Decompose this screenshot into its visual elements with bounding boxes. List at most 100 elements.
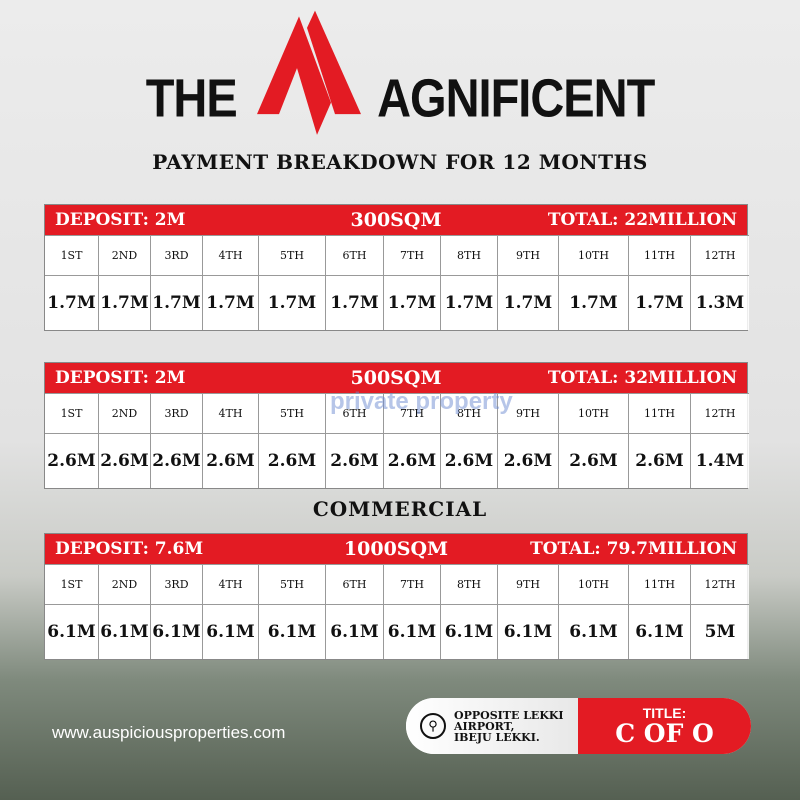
month-cell: 6TH <box>326 564 384 604</box>
amount-cell: 2.6M <box>441 433 498 488</box>
amount-cell: 5M <box>691 604 749 659</box>
amount-cell: 6.1M <box>151 604 203 659</box>
table-header: DEPOSIT: 2M 300SQM TOTAL: 22MILLION <box>45 205 747 235</box>
title-value: C OF O <box>615 719 714 748</box>
deposit: DEPOSIT: 2M <box>55 368 186 388</box>
month-cell: 3RD <box>151 393 203 433</box>
amount-cell: 1.4M <box>691 433 749 488</box>
amount-cell: 2.6M <box>151 433 203 488</box>
amount-cell: 1.7M <box>203 275 259 330</box>
month-cell: 9TH <box>498 393 559 433</box>
table-header: DEPOSIT: 7.6M 1000SQM TOTAL: 79.7MILLION <box>45 534 747 564</box>
month-cell: 4TH <box>203 564 259 604</box>
month-cell: 8TH <box>441 564 498 604</box>
month-cell: 9TH <box>498 235 559 275</box>
amount-cell: 1.7M <box>326 275 384 330</box>
info-badge: ⚲ OPPOSITE LEKKI AIRPORT, IBEJU LEKKI. T… <box>406 698 751 754</box>
month-cell: 8TH <box>441 235 498 275</box>
amount-cell: 1.7M <box>259 275 326 330</box>
month-cell: 1ST <box>45 235 99 275</box>
total-price: TOTAL: 32MILLION <box>547 368 737 388</box>
table-header: DEPOSIT: 2M 500SQM TOTAL: 32MILLION <box>45 363 747 393</box>
amount-cell: 2.6M <box>99 433 151 488</box>
total-price: TOTAL: 22MILLION <box>547 210 737 230</box>
payment-table: DEPOSIT: 2M 500SQM TOTAL: 32MILLION 1ST 2ND 3… <box>44 362 749 489</box>
month-cell: 1ST <box>45 393 99 433</box>
month-cell: 10TH <box>559 393 629 433</box>
amount-cell: 6.1M <box>384 604 441 659</box>
amounts-row: 6.1M 6.1M 6.1M 6.1M 6.1M 6.1M 6.1M 6.1M 6.1M 6.1M… <box>45 604 749 659</box>
payment-table: DEPOSIT: 2M 300SQM TOTAL: 22MILLION 1ST 2ND 3… <box>44 204 749 331</box>
month-cell: 4TH <box>203 235 259 275</box>
months-row: 1ST 2ND 3RD 4TH 5TH 6TH 7TH 8TH 9TH 10TH 11TH 12TH <box>45 235 749 275</box>
location-line: IBEJU LEKKI. <box>454 730 540 744</box>
total-price: TOTAL: 79.7MILLION <box>530 539 737 559</box>
location-text: OPPOSITE LEKKI AIRPORT, IBEJU LEKKI. <box>454 710 564 743</box>
amount-cell: 2.6M <box>629 433 691 488</box>
amount-cell: 6.1M <box>629 604 691 659</box>
month-cell: 5TH <box>259 564 326 604</box>
month-cell: 3RD <box>151 564 203 604</box>
month-cell: 11TH <box>629 564 691 604</box>
amount-cell: 2.6M <box>559 433 629 488</box>
month-cell: 12TH <box>691 564 749 604</box>
amount-cell: 6.1M <box>99 604 151 659</box>
title-label: TITLE: <box>642 705 687 721</box>
month-cell: 7TH <box>384 393 441 433</box>
month-cell: 12TH <box>691 393 749 433</box>
logo-text-agnificent: AGNIFICENT <box>377 67 655 128</box>
amount-cell: 1.7M <box>559 275 629 330</box>
commercial-heading: COMMERCIAL <box>312 497 488 521</box>
month-cell: 4TH <box>203 393 259 433</box>
month-cell: 5TH <box>259 235 326 275</box>
amount-cell: 2.6M <box>384 433 441 488</box>
months-row: 1ST 2ND 3RD 4TH 5TH 6TH 7TH 8TH 9TH 10TH 11TH 12TH <box>45 393 749 433</box>
month-cell: 10TH <box>559 564 629 604</box>
amount-cell: 2.6M <box>326 433 384 488</box>
month-cell: 8TH <box>441 393 498 433</box>
month-cell: 6TH <box>326 393 384 433</box>
amount-cell: 1.7M <box>384 275 441 330</box>
payment-table: DEPOSIT: 7.6M 1000SQM TOTAL: 79.7MILLION 1S… <box>44 533 749 660</box>
amount-cell: 1.7M <box>441 275 498 330</box>
amount-cell: 2.6M <box>259 433 326 488</box>
amount-cell: 1.3M <box>691 275 749 330</box>
website-link[interactable]: www.auspiciousproperties.com <box>52 723 286 742</box>
amount-cell: 2.6M <box>45 433 99 488</box>
month-cell: 1ST <box>45 564 99 604</box>
amount-cell: 1.7M <box>151 275 203 330</box>
location: ⚲ OPPOSITE LEKKI AIRPORT, IBEJU LEKKI. <box>406 698 578 754</box>
amount-cell: 6.1M <box>203 604 259 659</box>
month-cell: 5TH <box>259 393 326 433</box>
month-cell: 2ND <box>99 564 151 604</box>
month-cell: 3RD <box>151 235 203 275</box>
month-cell: 12TH <box>691 235 749 275</box>
amount-cell: 6.1M <box>559 604 629 659</box>
months-row: 1ST 2ND 3RD 4TH 5TH 6TH 7TH 8TH 9TH 10TH 11TH 12TH <box>45 564 749 604</box>
month-cell: 2ND <box>99 393 151 433</box>
logo-text-the: THE <box>145 67 238 128</box>
month-cell: 11TH <box>629 393 691 433</box>
amount-cell: 6.1M <box>259 604 326 659</box>
amount-cell: 1.7M <box>99 275 151 330</box>
month-cell: 11TH <box>629 235 691 275</box>
amount-cell: 2.6M <box>498 433 559 488</box>
month-cell: 9TH <box>498 564 559 604</box>
amount-cell: 1.7M <box>45 275 99 330</box>
amount-cell: 6.1M <box>326 604 384 659</box>
amount-cell: 6.1M <box>441 604 498 659</box>
amount-cell: 1.7M <box>629 275 691 330</box>
page-subtitle: PAYMENT BREAKDOWN FOR 12 MONTHS <box>152 150 648 174</box>
location-line: AIRPORT, <box>454 719 515 733</box>
month-cell: 7TH <box>384 564 441 604</box>
month-cell: 10TH <box>559 235 629 275</box>
month-cell: 2ND <box>99 235 151 275</box>
amounts-row: 2.6M 2.6M 2.6M 2.6M 2.6M 2.6M 2.6M 2.6M 2.6M 2.6M… <box>45 433 749 488</box>
amount-cell: 6.1M <box>498 604 559 659</box>
title-badge: TITLE: C OF O <box>578 698 751 754</box>
amounts-row: 1.7M 1.7M 1.7M 1.7M 1.7M 1.7M 1.7M 1.7M 1.7M 1.7M… <box>45 275 749 330</box>
amount-cell: 1.7M <box>498 275 559 330</box>
logo: THE AGNIFICENT <box>0 10 800 135</box>
map-pin-icon: ⚲ <box>420 713 446 739</box>
